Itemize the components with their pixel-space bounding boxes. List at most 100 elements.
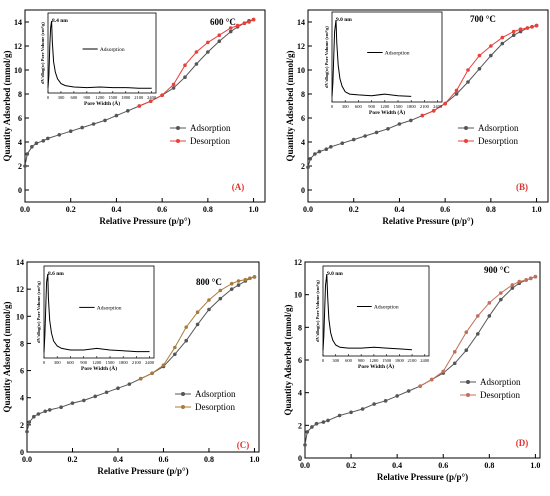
legend-label: Desorption (195, 402, 235, 412)
inset-frame (322, 265, 430, 357)
y-tick-label: 6 (301, 114, 305, 123)
data-point-adsorption (324, 147, 329, 151)
legend-marker (466, 380, 470, 384)
x-tick-label: 1.0 (249, 205, 259, 214)
x-tick-label: 0.4 (394, 205, 404, 214)
data-point-adsorption (372, 402, 376, 406)
y-tick-label: 2 (301, 162, 305, 171)
inset-x-tick-label: 1200 (92, 360, 102, 365)
x-tick-label: 0.0 (20, 205, 30, 214)
data-point-desorption (229, 281, 234, 286)
data-point-adsorption (23, 164, 27, 168)
inset-x-tick-label: 600 (355, 104, 363, 109)
data-point-desorption (251, 17, 256, 22)
y-tick-label: 14 (16, 258, 24, 267)
inset-peak-label: 9.0 nm (336, 17, 352, 23)
inset-x-tick-label: 0 (331, 104, 334, 109)
data-point-desorption (511, 29, 516, 34)
inset-x-tick-label: 1800 (395, 358, 405, 363)
data-point-desorption (173, 345, 177, 350)
data-point-desorption (247, 20, 251, 24)
data-point-desorption (138, 376, 143, 381)
data-point-adsorption (127, 382, 132, 386)
inset-x-tick-label: 600 (71, 95, 79, 100)
inset-x-tick-label: 2400 (147, 95, 157, 100)
data-point-desorption (431, 109, 436, 113)
inset-peak-label: 8.4 nm (52, 18, 68, 24)
inset-x-tick-label: 1500 (394, 104, 404, 109)
x-axis-label: Relative Pressure (p/p°) (97, 466, 188, 476)
y-tick-label: 4 (301, 138, 305, 147)
data-point-desorption (150, 371, 154, 376)
data-point-adsorption (218, 296, 223, 301)
panel-2: 0.0 0.2 0.4 0.6 0.8 1.0 0 2 4 6 8 10 12 14 Relative Pr… (2, 258, 260, 476)
data-point-desorption (454, 88, 459, 93)
inset-x-tick-label: 1500 (108, 95, 118, 100)
inset-x-label: Pore Width (Å) (369, 108, 405, 116)
y-axis-label: Quantity Adsorbed (mmol/g) (283, 304, 293, 415)
inset-x-tick-label: 1800 (119, 360, 129, 365)
inset-x-tick-label: 600 (345, 358, 353, 363)
data-point-desorption (530, 25, 534, 29)
x-tick-label: 0.8 (204, 455, 214, 464)
inset-line (322, 273, 413, 351)
inset-x-tick-label: 300 (58, 95, 66, 100)
inset-x-tick-label: 0 (322, 358, 325, 363)
data-point-adsorption (184, 338, 189, 343)
data-point-desorption (206, 40, 210, 45)
inset-x-tick-label: 2100 (132, 360, 142, 365)
legend-label: Desorption (478, 136, 518, 146)
x-axis-label: Relative Pressure (p/p°) (99, 216, 190, 226)
x-tick-label: 0.0 (22, 455, 32, 464)
data-point-adsorption (70, 401, 75, 405)
y-tick-label: 4 (18, 138, 22, 147)
data-point-adsorption (57, 133, 62, 137)
data-point-desorption (525, 26, 530, 30)
data-point-adsorption (91, 122, 96, 126)
data-point-adsorption (303, 443, 307, 447)
y-tick-label: 6 (20, 367, 24, 376)
data-point-adsorption (487, 314, 492, 318)
data-point-desorption (524, 278, 528, 282)
plot-frame (24, 9, 266, 203)
y-axis-label: Quantity Adsorbed (mmol/g) (285, 50, 295, 161)
data-point-desorption (487, 301, 492, 305)
data-point-desorption (194, 50, 199, 54)
legend-marker (181, 405, 185, 409)
x-tick-label: 0.2 (66, 205, 76, 214)
data-point-adsorption (395, 394, 399, 398)
inset-x-tick-label: 2100 (134, 95, 144, 100)
inset-x-tick-label: 900 (80, 360, 88, 365)
inset-peak-label: 8.6 nm (48, 271, 64, 277)
x-axis-label: Relative Pressure (p/p°) (377, 472, 468, 482)
data-point-desorption (489, 44, 493, 48)
data-point-adsorption (317, 149, 322, 154)
legend-label: Adsorption (195, 389, 236, 399)
data-point-adsorption (500, 41, 505, 46)
data-point-desorption (218, 288, 223, 293)
y-tick-label: 12 (294, 258, 302, 267)
y-tick-label: 4 (298, 389, 302, 398)
data-point-adsorption (103, 118, 107, 123)
data-point-adsorption (114, 113, 119, 118)
inset-x-tick-label: 300 (54, 360, 62, 365)
data-point-desorption (443, 101, 447, 106)
data-point-adsorption (207, 307, 211, 312)
data-point-adsorption (477, 67, 482, 71)
data-point-desorption (228, 26, 233, 30)
data-point-adsorption (93, 394, 98, 399)
inset-y-label: dV/dlog(w) Pore Volume (cm³/g) (40, 22, 45, 84)
data-point-adsorption (25, 152, 30, 156)
inset-y-label: dV/dlog(w) Pore Volume (cm³/g) (36, 281, 41, 343)
data-point-desorption (499, 291, 503, 295)
y-tick-label: 10 (16, 312, 24, 321)
x-tick-label: 0.0 (303, 205, 313, 214)
data-point-adsorption (195, 322, 200, 327)
data-point-desorption (441, 369, 446, 374)
data-point-desorption (518, 27, 523, 32)
legend-label: Desorption (480, 390, 520, 400)
data-point-adsorption (499, 297, 503, 302)
data-point-adsorption (454, 92, 459, 96)
inset-x-tick-label: 2400 (433, 104, 443, 109)
